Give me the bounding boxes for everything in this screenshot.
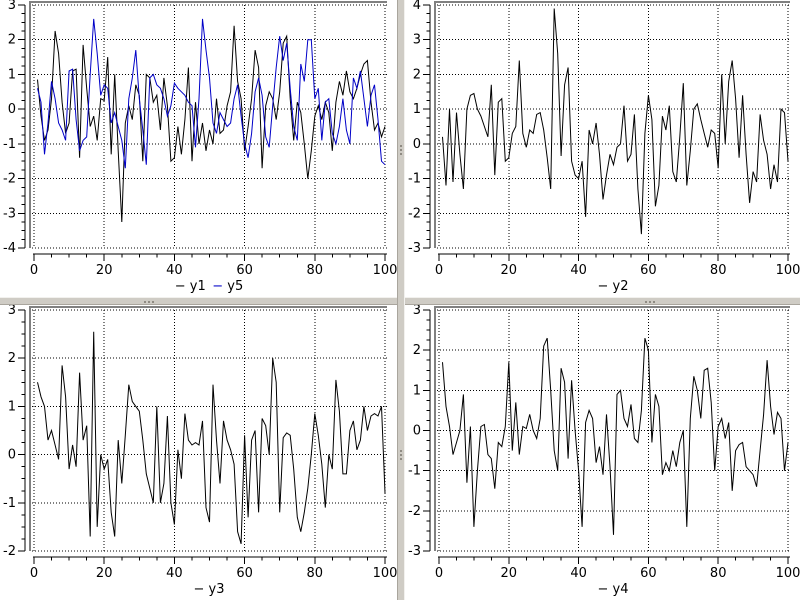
x-tick-label: 0 xyxy=(435,263,443,278)
legend: − y4 xyxy=(598,582,629,597)
y-tick-label: -4 xyxy=(3,241,16,256)
x-tick-label: 0 xyxy=(435,566,443,581)
y-tick-label: -2 xyxy=(3,544,16,559)
y-tick-label: 1 xyxy=(413,102,421,117)
y-tick-label: -2 xyxy=(408,206,421,221)
y-tick-label: -3 xyxy=(408,241,421,256)
series-line-y5 xyxy=(37,18,386,169)
y-tick-label: -2 xyxy=(3,172,16,187)
x-tick-label: 80 xyxy=(710,263,727,278)
y-tick-label: 0 xyxy=(413,424,421,439)
series-line-y2 xyxy=(442,8,789,235)
x-tick-label: 40 xyxy=(166,566,183,581)
splitter-grip-icon[interactable] xyxy=(400,450,402,452)
x-tick-label: 60 xyxy=(236,566,253,581)
y-tick-label: -3 xyxy=(3,206,16,221)
legend: − y2 xyxy=(598,279,629,294)
x-tick-label: 40 xyxy=(570,263,587,278)
splitter-grip-icon[interactable] xyxy=(144,301,146,303)
chart-panel-y3: -2 -1 0 1 2 3 0 20 40 60 80 100 − y3 xyxy=(0,305,397,600)
axes xyxy=(18,4,387,261)
x-tick-label: 40 xyxy=(570,566,587,581)
x-tick-label: 60 xyxy=(640,263,657,278)
y-tick-label: 4 xyxy=(413,0,421,13)
y-tick-label: -1 xyxy=(408,464,421,479)
y-tick-label: 0 xyxy=(8,102,16,117)
x-tick-label: 100 xyxy=(776,566,800,581)
plot-frame xyxy=(434,1,790,248)
y-tick-label: -3 xyxy=(408,544,421,559)
x-tick-label: 20 xyxy=(501,263,518,278)
series-line-y3 xyxy=(37,331,386,544)
gridlines xyxy=(437,4,790,249)
series-line-y4 xyxy=(442,337,789,535)
x-tick-label: 80 xyxy=(307,566,324,581)
x-tick-label: 60 xyxy=(640,566,657,581)
y-tick-label: 2 xyxy=(8,33,16,48)
x-tick-label: 0 xyxy=(30,566,38,581)
y-tick-label: 3 xyxy=(413,33,421,48)
legend: − y3 xyxy=(194,582,225,597)
tick-labels: -3 -2 -1 0 1 2 3 0 20 40 60 80 100 xyxy=(408,305,800,581)
x-tick-label: 20 xyxy=(96,263,113,278)
y-tick-label: 2 xyxy=(413,67,421,82)
x-tick-label: 60 xyxy=(236,263,253,278)
y-tick-label: 3 xyxy=(8,0,16,13)
y-tick-label: -2 xyxy=(408,504,421,519)
splitter-grip-icon[interactable] xyxy=(645,301,647,303)
y-tick-label: 0 xyxy=(8,448,16,463)
x-tick-label: 100 xyxy=(373,263,397,278)
y-tick-label: 1 xyxy=(413,383,421,398)
y-tick-label: -1 xyxy=(3,496,16,511)
y-tick-label: -1 xyxy=(3,137,16,152)
x-tick-label: 40 xyxy=(166,263,183,278)
vertical-splitter[interactable] xyxy=(397,0,405,600)
y-tick-label: -1 xyxy=(408,172,421,187)
x-tick-label: 20 xyxy=(501,566,518,581)
splitter-grip-icon[interactable] xyxy=(400,145,402,147)
x-tick-label: 80 xyxy=(710,566,727,581)
y-tick-label: 0 xyxy=(413,137,421,152)
y-tick-label: 2 xyxy=(413,343,421,358)
axes xyxy=(423,309,790,564)
x-tick-label: 100 xyxy=(776,263,800,278)
x-tick-label: 100 xyxy=(373,566,397,581)
axes xyxy=(423,4,790,261)
y-tick-label: 3 xyxy=(413,305,421,318)
axes xyxy=(18,309,387,564)
y-tick-label: 3 xyxy=(8,305,16,318)
y-tick-label: 1 xyxy=(8,399,16,414)
series-line-y1 xyxy=(37,25,386,223)
legend: − y1 − y5 xyxy=(175,279,244,294)
chart-panel-y1-y5: -4 -3 -2 -1 0 1 2 3 0 20 40 60 80 100 − y1 − y5 xyxy=(0,0,397,297)
x-tick-label: 0 xyxy=(30,263,38,278)
tick-labels: -2 -1 0 1 2 3 0 20 40 60 80 100 xyxy=(3,305,397,581)
y-tick-label: 1 xyxy=(8,67,16,82)
x-tick-label: 80 xyxy=(307,263,324,278)
x-tick-label: 20 xyxy=(96,566,113,581)
plot-frame xyxy=(434,306,790,551)
plot-frame xyxy=(29,1,387,248)
tick-labels: -4 -3 -2 -1 0 1 2 3 0 20 40 60 80 100 xyxy=(3,0,397,278)
y-tick-label: 2 xyxy=(8,351,16,366)
chart-panel-y4: -3 -2 -1 0 1 2 3 0 20 40 60 80 100 − y4 xyxy=(405,305,800,600)
plot-frame xyxy=(29,306,387,551)
